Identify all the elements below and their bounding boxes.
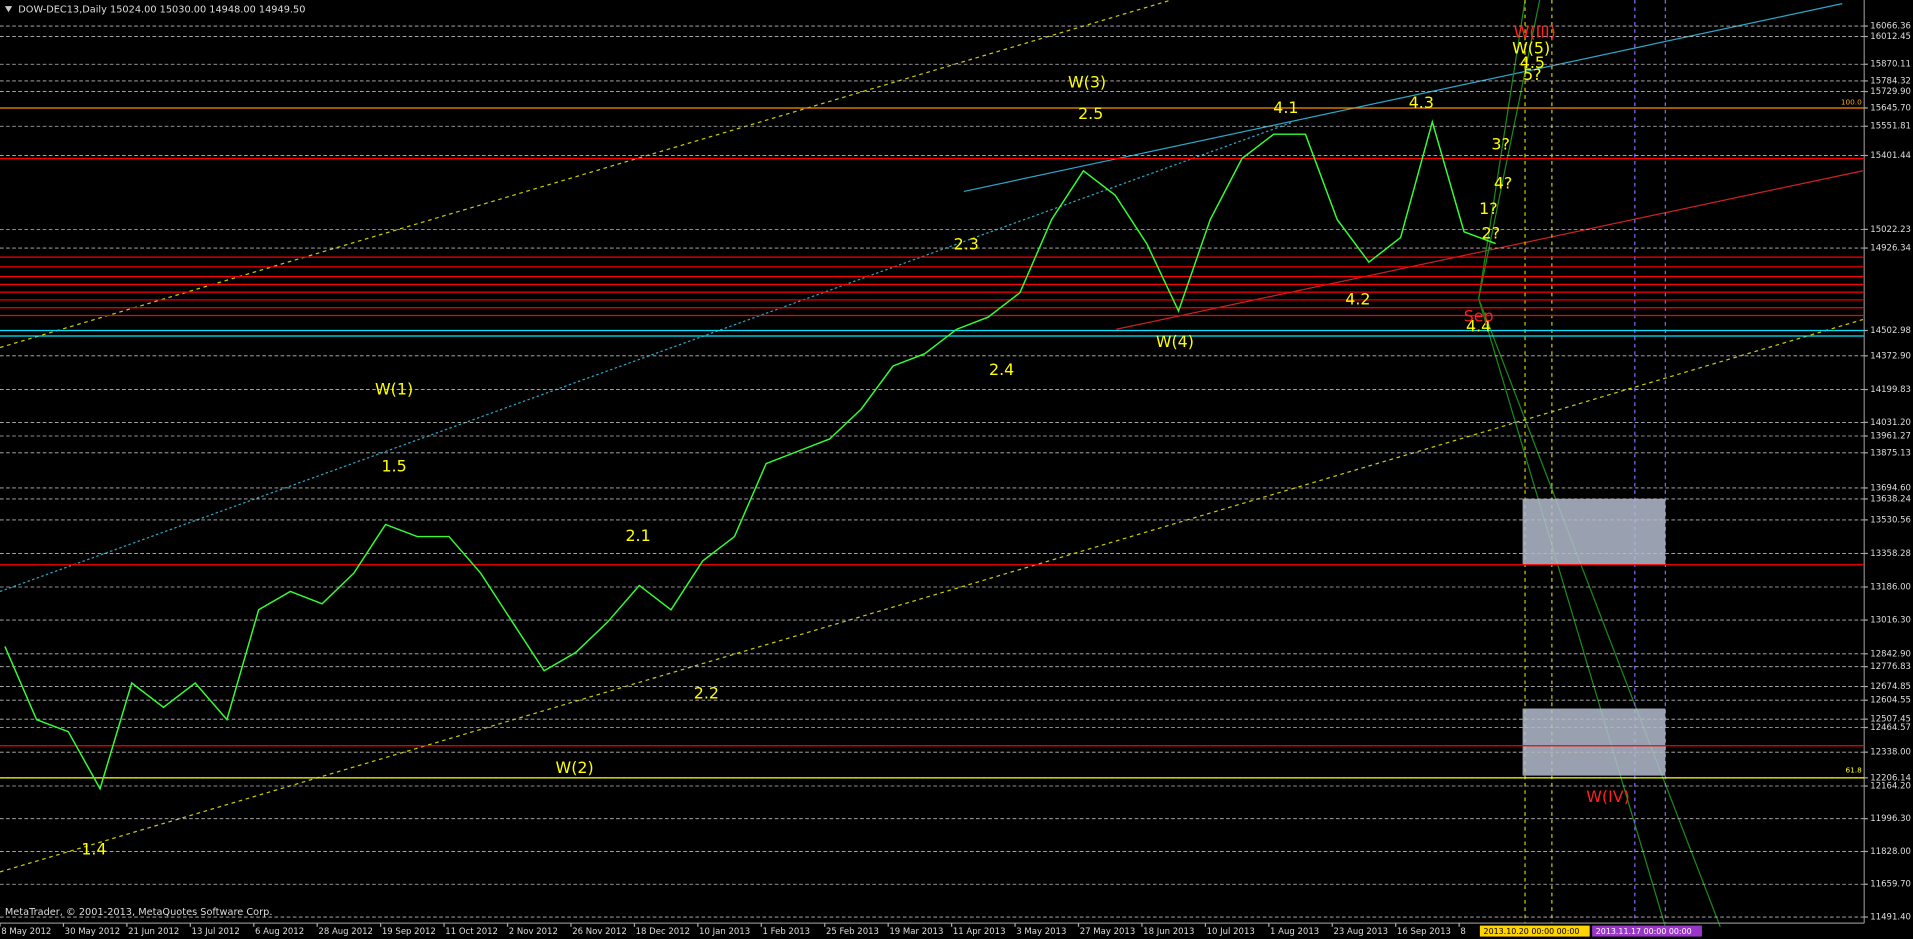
- x-tick-label: 19 Sep 2012: [382, 927, 436, 937]
- x-tick-label: 16 Sep 2013: [1397, 927, 1451, 937]
- price-line: [4, 119, 1497, 791]
- wave-label: 1.4: [81, 839, 106, 858]
- x-tick-label: 28 Aug 2012: [318, 927, 373, 937]
- x-tick-label: 13 Jul 2012: [192, 927, 240, 937]
- y-tick-label: 12604.55: [1870, 696, 1911, 706]
- y-tick-label: 11491.40: [1870, 913, 1911, 923]
- time-label: 2013.11.17 00:00 00:00: [1596, 927, 1692, 936]
- wave-label: 4.4: [1466, 316, 1491, 335]
- y-tick-label: 13961.27: [1870, 432, 1911, 442]
- y-tick-label: 15551.81: [1870, 122, 1911, 132]
- wave-label: 4.5: [1520, 53, 1545, 72]
- y-tick-label: 12464.57: [1870, 723, 1911, 733]
- x-tick-label: 27 May 2013: [1080, 927, 1136, 937]
- wave-label: 4?: [1494, 174, 1513, 193]
- y-tick-label: 15401.44: [1870, 151, 1911, 161]
- y-tick-label: 12164.20: [1870, 782, 1911, 792]
- x-tick-label: 25 Feb 2013: [826, 927, 879, 937]
- x-tick-label: 8 May 2012: [1, 927, 51, 937]
- wave-label: 2?: [1482, 224, 1501, 243]
- x-tick-label: 19 Mar 2013: [889, 927, 943, 937]
- x-tick-label: 23 Aug 2013: [1333, 927, 1388, 937]
- y-tick-label: 11996.30: [1870, 814, 1911, 824]
- x-tick-label: 3 May 2013: [1016, 927, 1066, 937]
- y-tick-label: 15729.90: [1870, 87, 1911, 97]
- y-tick-label: 13694.60: [1870, 483, 1911, 493]
- y-tick-label: 15022.23: [1870, 225, 1911, 235]
- y-tick-label: 16066.36: [1870, 22, 1911, 32]
- x-tick-label: 18 Dec 2012: [636, 927, 690, 937]
- wave-label: W(III): [1514, 22, 1556, 41]
- wave-label: W(5): [1512, 38, 1550, 57]
- y-tick-label: 11659.70: [1870, 880, 1911, 890]
- x-tick-label: 11 Apr 2013: [953, 927, 1006, 937]
- x-tick-label: 11 Oct 2012: [445, 927, 498, 937]
- x-tick-label: 18 Jun 2013: [1143, 927, 1194, 937]
- y-tick-label: 12507.45: [1870, 715, 1911, 725]
- fib-label: 100.0: [1841, 97, 1862, 106]
- y-tick-label: 13358.28: [1870, 549, 1911, 559]
- y-tick-label: 12674.85: [1870, 682, 1911, 692]
- x-tick-label: 30 May 2012: [65, 927, 121, 937]
- wave-label: 2.5: [1078, 104, 1103, 123]
- y-tick-label: 13875.13: [1870, 448, 1911, 458]
- y-tick-label: 12842.90: [1870, 649, 1911, 659]
- y-tick-label: 11828.00: [1870, 847, 1911, 857]
- wave-label: 1?: [1479, 199, 1498, 218]
- y-tick-label: 12338.00: [1870, 748, 1911, 758]
- wave-label: 2.2: [694, 683, 719, 702]
- x-tick-label: 1 Feb 2013: [763, 927, 811, 937]
- wave-label: Sep: [1464, 307, 1494, 326]
- x-tick-label: 10 Jan 2013: [699, 927, 750, 937]
- x-tick-label: 2 Nov 2012: [509, 927, 558, 937]
- x-tick-label: 26 Nov 2012: [572, 927, 627, 937]
- y-tick-label: 13638.24: [1870, 494, 1911, 504]
- wave-label: 4.1: [1273, 98, 1298, 117]
- y-tick-label: 13530.56: [1870, 515, 1911, 525]
- wave-label: 1.5: [381, 457, 406, 476]
- wave-label: W(4): [1156, 332, 1194, 351]
- wave-label: 4.3: [1409, 93, 1434, 112]
- y-tick-label: 14372.90: [1870, 351, 1911, 361]
- y-tick-label: 15645.70: [1870, 103, 1911, 113]
- wave-label: W(3): [1068, 72, 1106, 91]
- time-label-box: [1592, 925, 1702, 937]
- x-tick-label: 21 Jun 2012: [128, 927, 179, 937]
- wave-label: 5?: [1523, 65, 1542, 84]
- y-tick-label: 14031.20: [1870, 418, 1911, 428]
- y-tick-label: 14502.98: [1870, 326, 1911, 336]
- wave-label: W(IV): [1586, 787, 1630, 806]
- footer: MetaTrader, © 2001-2013, MetaQuotes Soft…: [5, 907, 273, 918]
- wave-label: 4.2: [1345, 289, 1370, 308]
- y-tick-label: 14926.34: [1870, 244, 1911, 254]
- fib-label: 61.8: [1846, 766, 1863, 775]
- y-tick-label: 16012.45: [1870, 32, 1911, 42]
- wave-label: 2.4: [989, 360, 1014, 379]
- chart-title: DOW-DEC13,Daily 15024.00 15030.00 14948.…: [18, 5, 305, 16]
- wave-label: 3?: [1491, 135, 1510, 154]
- wave-label: W(1): [375, 380, 413, 399]
- menu-arrow[interactable]: [4, 6, 13, 13]
- y-tick-label: 12206.14: [1870, 773, 1911, 783]
- x-tick-label: 1 Aug 2013: [1270, 927, 1319, 937]
- y-tick-label: 15870.11: [1870, 60, 1911, 70]
- y-tick-label: 14199.83: [1870, 385, 1911, 395]
- y-tick-label: 13016.30: [1870, 616, 1911, 626]
- y-tick-label: 15784.32: [1870, 76, 1911, 86]
- wave-label: W(2): [556, 758, 594, 777]
- time-label: 2013.10.20 00:00 00:00: [1484, 927, 1580, 936]
- y-tick-label: 12776.83: [1870, 662, 1911, 672]
- x-tick-label: 6 Aug 2012: [255, 927, 304, 937]
- time-label-box: [1479, 925, 1590, 937]
- x-tick-label: 10 Jul 2013: [1207, 927, 1255, 937]
- wave-label: 2.3: [954, 235, 979, 254]
- wave-label: 2.1: [625, 526, 650, 545]
- y-tick-label: 13186.00: [1870, 582, 1911, 592]
- x-tick-label: 8: [1460, 927, 1465, 937]
